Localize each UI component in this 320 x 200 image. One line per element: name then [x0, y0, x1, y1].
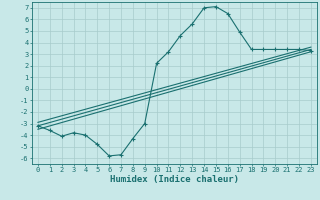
X-axis label: Humidex (Indice chaleur): Humidex (Indice chaleur)	[110, 175, 239, 184]
